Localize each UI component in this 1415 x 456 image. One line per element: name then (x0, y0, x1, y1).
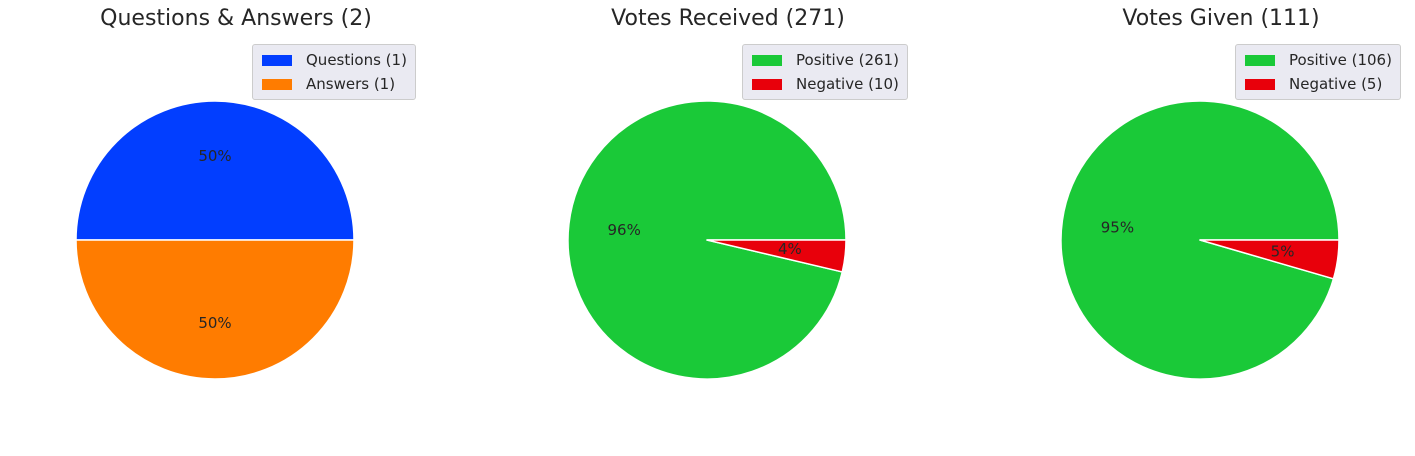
chart-title: Votes Received (271) (611, 6, 845, 31)
legend-item: Answers (1) (262, 72, 407, 96)
pie-percent-label: 4% (778, 240, 802, 258)
legend-label: Negative (5) (1289, 75, 1383, 93)
legend-item: Questions (1) (262, 48, 407, 72)
pie-slice (1199, 239, 1340, 280)
chart-votes-received: Votes Received (271) 96% 4% Positive (261… (492, 0, 964, 456)
legend-swatch (1245, 78, 1275, 90)
legend-swatch (752, 78, 782, 90)
pie-svg: 95% 5% (1060, 100, 1340, 380)
pie-percent-label: 50% (198, 314, 231, 332)
legend-item: Positive (106) (1245, 48, 1392, 72)
legend-swatch (262, 54, 292, 66)
legend-label: Answers (1) (306, 75, 396, 93)
pie-slice (1060, 100, 1340, 380)
pie-slice (706, 239, 847, 273)
pie-percent-label: 50% (198, 147, 231, 165)
legend-label: Positive (106) (1289, 51, 1392, 69)
legend-label: Negative (10) (796, 75, 899, 93)
legend-item: Negative (10) (752, 72, 899, 96)
pie-percent-label: 5% (1271, 242, 1295, 260)
chart-title: Votes Given (111) (1122, 6, 1320, 31)
chart-title: Questions & Answers (2) (100, 6, 372, 31)
legend-swatch (1245, 54, 1275, 66)
legend-item: Negative (5) (1245, 72, 1392, 96)
chart-questions-answers: Questions & Answers (2) 50% 50% Questions… (0, 0, 472, 456)
legend: Positive (261) Negative (10) (742, 44, 908, 100)
pie-percent-label: 95% (1101, 219, 1134, 237)
legend-item: Positive (261) (752, 48, 899, 72)
legend-label: Positive (261) (796, 51, 899, 69)
legend: Positive (106) Negative (5) (1235, 44, 1401, 100)
chart-votes-given: Votes Given (111) 95% 5% Positive (106) N… (985, 0, 1415, 456)
legend-swatch (262, 78, 292, 90)
pie-svg: 96% 4% (567, 100, 847, 380)
pie-svg: 50% 50% (75, 100, 355, 380)
pie-slice (75, 239, 355, 380)
pie-percent-label: 96% (607, 221, 640, 239)
legend: Questions (1) Answers (1) (252, 44, 416, 100)
pie-slice (75, 100, 355, 241)
legend-swatch (752, 54, 782, 66)
legend-label: Questions (1) (306, 51, 407, 69)
